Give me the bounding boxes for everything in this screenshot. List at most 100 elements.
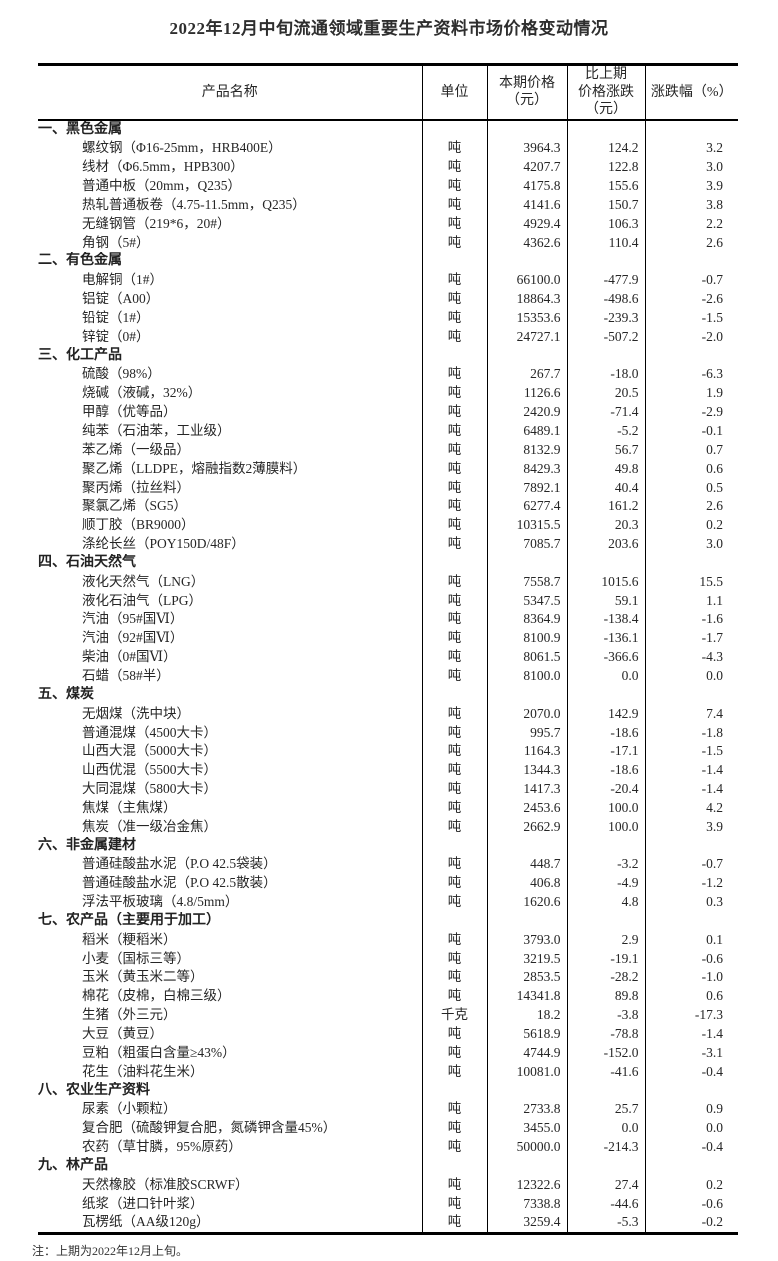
price-change-cell: -214.3 — [566, 1138, 645, 1157]
unit-cell: 吨 — [421, 1025, 487, 1044]
price-change-cell — [566, 836, 645, 856]
category-name-cell: 七、农产品（主要用于加工） — [38, 912, 220, 928]
product-row: 农药（草甘膦，95%原药） 吨 50000.0 -214.3 -0.4 — [38, 1138, 738, 1157]
price-change-cell — [566, 553, 645, 573]
unit-cell: 吨 — [421, 1062, 487, 1082]
product-name-cell: 聚氯乙烯（SG5） — [82, 498, 188, 514]
price-change-cell — [566, 252, 645, 272]
current-price-cell: 4175.8 — [486, 177, 567, 196]
product-row: 瓦楞纸（AA级120g） 吨 3259.4 -5.3 -0.2 — [38, 1213, 738, 1234]
unit-cell — [421, 836, 487, 856]
unit-cell: 吨 — [421, 629, 487, 649]
category-name-cell: 四、石油天然气 — [38, 554, 136, 570]
product-row: 复合肥（硫酸钾复合肥，氮磷钾含量45%）吨 3455.0 0.0 0.0 — [38, 1119, 738, 1139]
price-change-cell: 20.5 — [566, 384, 645, 404]
change-percent-cell: -1.4 — [644, 1025, 738, 1044]
current-price-cell: 7338.8 — [486, 1194, 567, 1214]
current-price-cell — [486, 346, 567, 366]
price-change-cell: -3.2 — [566, 855, 645, 875]
unit-cell: 吨 — [421, 968, 487, 988]
change-percent-cell — [644, 836, 738, 856]
current-price-cell: 10081.0 — [486, 1062, 567, 1082]
price-change-cell: 89.8 — [566, 987, 645, 1007]
product-name-cell: 生猪（外三元） — [82, 1007, 177, 1023]
category-name-cell: 八、农业生产资料 — [38, 1082, 150, 1098]
change-percent-cell: 3.8 — [644, 195, 738, 215]
current-price-cell: 8061.5 — [486, 648, 567, 667]
price-change-cell: -17.1 — [566, 742, 645, 762]
current-price-cell — [486, 1081, 567, 1101]
change-percent-cell: -0.7 — [644, 271, 738, 291]
price-change-cell: 40.4 — [566, 478, 645, 498]
current-price-cell: 3793.0 — [486, 930, 567, 950]
change-percent-cell: -6.3 — [644, 365, 738, 385]
product-row: 石蜡（58#半）吨 8100.0 0.0 0.0 — [38, 666, 738, 686]
current-price-cell: 14341.8 — [486, 987, 567, 1007]
unit-cell: 吨 — [421, 1213, 487, 1234]
price-change-cell: -5.2 — [566, 422, 645, 441]
product-name-cell: 瓦楞纸（AA级120g） — [82, 1214, 210, 1230]
unit-cell: 吨 — [421, 233, 487, 253]
unit-cell: 吨 — [421, 874, 487, 894]
unit-cell: 吨 — [421, 723, 487, 743]
unit-cell: 吨 — [421, 271, 487, 291]
product-name-cell: 液化石油气（LPG） — [82, 592, 203, 608]
category-row: 二、有色金属 — [38, 252, 738, 272]
product-row: 大豆（黄豆） 吨 5618.9 -78.8 -1.4 — [38, 1025, 738, 1044]
price-change-cell — [566, 911, 645, 931]
product-row: 浮法平板玻璃（4.8/5mm） 吨 1620.6 4.8 0.3 — [38, 893, 738, 912]
product-name-cell: 山西优混（5500大卡） — [82, 762, 217, 778]
product-name-cell: 烧碱（液碱，32%） — [82, 385, 202, 401]
change-percent-cell: 0.2 — [644, 516, 738, 536]
unit-cell: 吨 — [421, 308, 487, 328]
change-percent-cell: -17.3 — [644, 1006, 738, 1025]
price-change-cell: -19.1 — [566, 949, 645, 969]
current-price-cell: 448.7 — [486, 855, 567, 875]
current-price-cell: 3219.5 — [486, 949, 567, 969]
current-price-cell: 3259.4 — [486, 1213, 567, 1234]
product-row: 纯苯（石油苯，工业级） 吨 6489.1 -5.2 -0.1 — [38, 422, 738, 441]
category-name-cell: 六、非金属建材 — [38, 837, 136, 853]
price-change-cell: -507.2 — [566, 327, 645, 347]
product-name-cell: 铝锭（A00） — [82, 291, 160, 307]
product-name-cell: 玉米（黄玉米二等） — [82, 969, 204, 985]
price-change-cell: -138.4 — [566, 610, 645, 630]
change-percent-cell: -1.5 — [644, 308, 738, 328]
product-name-cell: 普通硅酸盐水泥（P.O 42.5散装） — [82, 875, 277, 891]
current-price-cell: 1126.6 — [486, 384, 567, 404]
current-price-cell: 4929.4 — [486, 214, 567, 234]
product-row: 热轧普通板卷（4.75-11.5mm，Q235） 吨 4141.6 150.7 3.8 — [38, 195, 738, 215]
category-name-cell: 三、化工产品 — [38, 347, 122, 363]
product-name-cell: 普通混煤（4500大卡） — [82, 724, 217, 740]
product-name-cell: 普通硅酸盐水泥（P.O 42.5袋装） — [82, 856, 277, 872]
current-price-cell: 2853.5 — [486, 968, 567, 988]
change-percent-cell: 0.6 — [644, 987, 738, 1007]
current-price-cell: 7085.7 — [486, 535, 567, 554]
product-row: 焦煤（主焦煤） 吨 2453.6 100.0 4.2 — [38, 798, 738, 818]
current-price-cell: 7558.7 — [486, 572, 567, 592]
product-name-cell: 豆粕（粗蛋白含量≥43%） — [82, 1044, 236, 1060]
product-row: 线材（Φ6.5mm，HPB300） 吨 4207.7 122.8 3.0 — [38, 158, 738, 178]
change-percent-cell — [644, 252, 738, 272]
product-name-cell: 螺纹钢（Φ16-25mm，HRB400E） — [82, 140, 282, 156]
product-row: 普通混煤（4500大卡） 吨 995.7 -18.6 -1.8 — [38, 723, 738, 743]
product-row: 铝锭（A00） 吨 18864.3 -498.6 -2.6 — [38, 290, 738, 309]
category-name-cell: 一、黑色金属 — [38, 121, 122, 137]
change-percent-cell: -0.4 — [644, 1062, 738, 1082]
product-row: 甲醇（优等品） 吨 2420.9 -71.4 -2.9 — [38, 403, 738, 422]
change-percent-cell: -0.1 — [644, 422, 738, 441]
product-name-cell: 农药（草甘膦，95%原药） — [82, 1139, 242, 1155]
product-row: 汽油（92#国Ⅵ） 吨 8100.9 -136.1 -1.7 — [38, 629, 738, 649]
price-change-cell: 110.4 — [566, 233, 645, 253]
unit-cell: 吨 — [421, 855, 487, 875]
product-row: 稻米（粳稻米） 吨 3793.0 2.9 0.1 — [38, 930, 738, 950]
unit-cell: 吨 — [421, 930, 487, 950]
category-row: 九、林产品 — [38, 1156, 738, 1176]
change-percent-cell: -3.1 — [644, 1043, 738, 1063]
change-percent-cell — [644, 346, 738, 366]
product-name-cell: 电解铜（1#） — [82, 272, 163, 288]
change-percent-cell — [644, 1081, 738, 1101]
unit-cell — [421, 346, 487, 366]
product-name-cell: 锌锭（0#） — [82, 328, 150, 344]
product-name-cell: 柴油（0#国Ⅵ） — [82, 649, 177, 665]
